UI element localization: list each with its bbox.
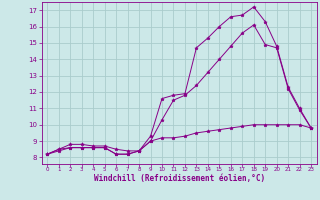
X-axis label: Windchill (Refroidissement éolien,°C): Windchill (Refroidissement éolien,°C): [94, 174, 265, 183]
